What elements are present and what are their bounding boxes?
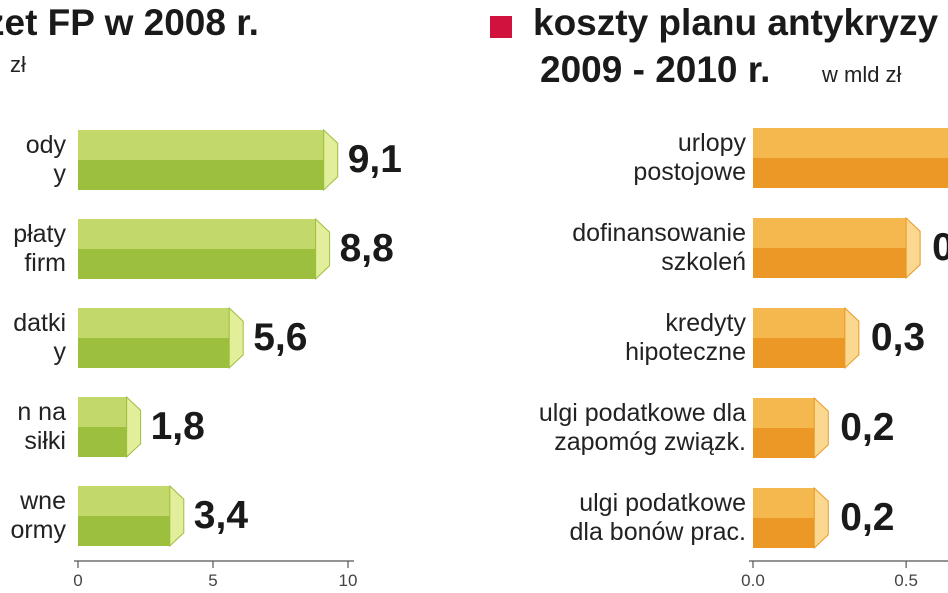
right-bar — [753, 396, 829, 460]
right-category-label: dofinansowanie szkoleń — [572, 219, 746, 277]
left-value-label: 3,4 — [193, 494, 249, 537]
right-category-line: szkoleń — [661, 248, 746, 276]
right-bar — [753, 216, 921, 280]
right-x-tick-label: 0.5 — [894, 571, 918, 590]
left-value-label: 8,8 — [339, 227, 394, 270]
right-value-label: 0,2 — [840, 406, 895, 449]
right-value-label: 0,3 — [870, 316, 926, 359]
left-category-label: datki y — [13, 309, 66, 367]
right-chart-title-line1: koszty planu antykryzy — [533, 2, 939, 43]
right-category-line: zapomóg związk. — [554, 428, 746, 456]
left-category-line: płaty — [13, 220, 66, 248]
right-category-line: dla bonów prac. — [569, 518, 746, 546]
left-bar — [78, 484, 185, 548]
left-category-line: n na — [17, 398, 66, 426]
right-category-line: ulgi podatkowe — [579, 489, 746, 517]
right-x-tick-label: 0.0 — [741, 571, 765, 590]
left-x-tick-label: 5 — [208, 571, 218, 590]
right-category-line: hipoteczne — [625, 338, 746, 366]
left-category-line: datki — [13, 309, 66, 337]
right-category-line: urlopy — [677, 129, 746, 157]
left-category-line: y — [53, 160, 67, 188]
left-value-label: 9,1 — [347, 138, 402, 181]
left-x-tick-label: 0 — [73, 571, 83, 590]
left-value-label: 5,6 — [253, 316, 308, 359]
right-category-label: ulgi podatkowe dla bonów prac. — [569, 489, 746, 547]
left-bar — [78, 128, 339, 192]
right-chart-title-line2: 2009 - 2010 r. — [540, 49, 771, 90]
right-category-label: urlopy postojowe — [633, 129, 746, 187]
left-category-line: firm — [24, 249, 66, 277]
right-bar — [753, 306, 860, 370]
left-chart-unit: zł — [10, 52, 26, 77]
left-category-label: ody y — [26, 131, 66, 189]
right-category-label: ulgi podatkowe dla zapomóg związk. — [539, 399, 746, 457]
left-category-label: n na siłki — [17, 398, 66, 456]
left-chart-title: żet FP w 2008 r. — [0, 2, 259, 43]
left-category-line: ormy — [10, 516, 66, 544]
left-bar — [78, 217, 331, 281]
right-category-label: kredyty hipoteczne — [625, 309, 746, 367]
left-category-line: siłki — [24, 427, 66, 455]
right-category-line: postojowe — [633, 158, 746, 186]
right-category-line: kredyty — [665, 309, 746, 337]
left-value-label: 1,8 — [150, 405, 205, 448]
right-chart-unit: w mld zł — [822, 62, 902, 87]
left-category-line: wne — [20, 487, 66, 515]
right-value-label: 0,2 — [840, 496, 895, 539]
left-bar — [78, 395, 142, 459]
right-bar — [753, 486, 829, 550]
left-category-label: płaty firm — [13, 220, 66, 278]
legend-swatch — [490, 16, 512, 38]
left-bar — [78, 306, 244, 370]
left-category-label: wne ormy — [10, 487, 66, 545]
right-bar — [753, 128, 948, 188]
left-x-tick-label: 10 — [338, 571, 358, 590]
right-category-line: ulgi podatkowe dla — [538, 399, 746, 427]
left-category-line: ody — [25, 131, 66, 159]
left-category-line: y — [53, 338, 67, 366]
right-value-label: 0 — [932, 226, 948, 269]
right-category-line: dofinansowanie — [572, 219, 746, 247]
